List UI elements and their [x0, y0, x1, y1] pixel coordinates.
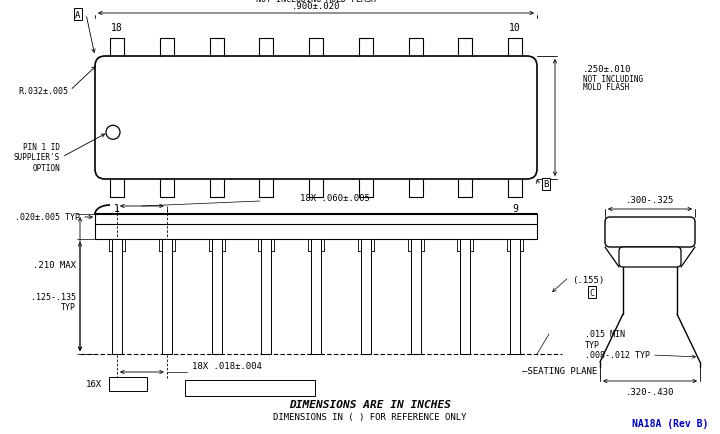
Text: DIMENSIONS IN ( ) FOR REFERENCE ONLY: DIMENSIONS IN ( ) FOR REFERENCE ONLY	[274, 413, 467, 421]
Text: C: C	[252, 384, 257, 393]
Bar	[460, 240, 470, 354]
Text: .020±.005 TYP: .020±.005 TYP	[15, 213, 80, 222]
Text: AⓈ: AⓈ	[279, 384, 289, 393]
Text: 16X: 16X	[86, 380, 102, 388]
Text: (.155): (.155)	[572, 275, 604, 284]
Text: .125-.135
TYP: .125-.135 TYP	[31, 292, 76, 312]
Text: BⓈ: BⓈ	[299, 384, 309, 393]
FancyBboxPatch shape	[619, 247, 681, 267]
Text: 18X .060±.005: 18X .060±.005	[300, 194, 370, 203]
FancyBboxPatch shape	[109, 377, 147, 391]
Bar	[361, 240, 371, 354]
Text: .250±.010: .250±.010	[583, 64, 631, 73]
Text: B: B	[544, 180, 549, 189]
Bar	[410, 240, 420, 354]
Bar	[311, 240, 321, 354]
Text: 18: 18	[111, 23, 123, 33]
Text: R.032±.005: R.032±.005	[18, 87, 68, 96]
Text: NOT INCLUDING MOLD FLASH: NOT INCLUDING MOLD FLASH	[256, 0, 376, 4]
Text: .010: .010	[208, 384, 228, 393]
Text: —SEATING PLANE: —SEATING PLANE	[522, 366, 598, 375]
Circle shape	[106, 126, 120, 140]
Text: .100: .100	[117, 380, 139, 388]
Text: NA18A (Rev B): NA18A (Rev B)	[631, 418, 708, 428]
Text: NOT INCLUDING: NOT INCLUDING	[583, 74, 643, 83]
Bar	[112, 240, 122, 354]
Bar	[510, 240, 520, 354]
Text: 10: 10	[509, 23, 521, 33]
Text: .008-.012 TYP: .008-.012 TYP	[585, 351, 650, 360]
Text: 9: 9	[512, 204, 518, 214]
Text: PIN 1 ID
SUPPLIER'S
OPTION: PIN 1 ID SUPPLIER'S OPTION	[14, 143, 60, 172]
Bar	[212, 240, 222, 354]
FancyBboxPatch shape	[605, 217, 695, 247]
Text: .015 MIN
TYP: .015 MIN TYP	[585, 329, 625, 349]
Text: ⊕: ⊕	[188, 383, 194, 393]
Text: C: C	[590, 288, 595, 297]
FancyBboxPatch shape	[185, 380, 315, 396]
Text: 1: 1	[114, 204, 120, 214]
Text: .320-.430: .320-.430	[626, 387, 674, 396]
Text: .300-.325: .300-.325	[626, 196, 674, 204]
Text: MOLD FLASH: MOLD FLASH	[583, 83, 629, 92]
Bar	[162, 240, 172, 354]
Text: .210 MAX: .210 MAX	[33, 260, 76, 269]
FancyBboxPatch shape	[95, 57, 537, 180]
Text: .900±.020: .900±.020	[292, 2, 340, 11]
Text: DIMENSIONS ARE IN INCHES: DIMENSIONS ARE IN INCHES	[289, 399, 451, 409]
Text: A: A	[76, 10, 81, 20]
Bar	[261, 240, 271, 354]
Text: 18X .018±.004: 18X .018±.004	[192, 361, 261, 370]
Text: A: A	[76, 10, 81, 20]
